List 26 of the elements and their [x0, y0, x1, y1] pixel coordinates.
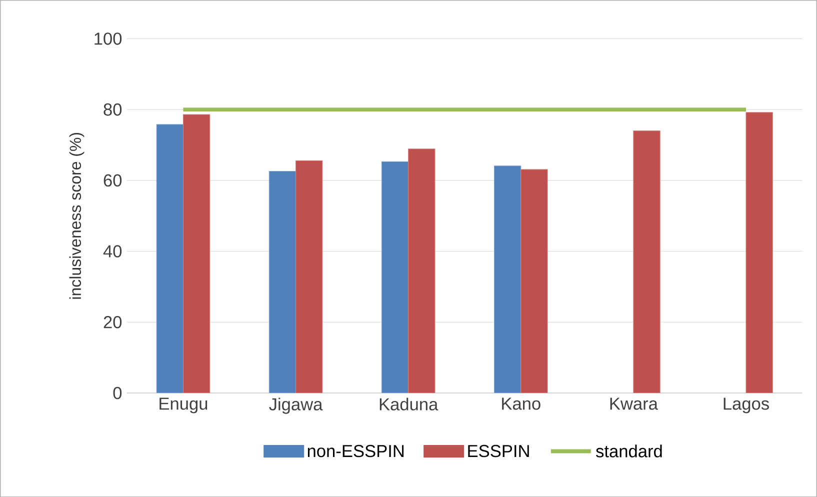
bar — [268, 170, 296, 393]
x-tick-label: Kano — [502, 398, 540, 410]
bar — [520, 169, 548, 393]
bar — [494, 165, 522, 393]
legend-label: standard — [596, 444, 662, 458]
y-tick-label: 100 — [94, 32, 122, 45]
bar — [182, 114, 210, 393]
x-tick-label: Kaduna — [380, 398, 438, 410]
y-tick-label: 80 — [104, 103, 122, 116]
bar — [296, 160, 323, 393]
x-tick-label: Jigawa — [269, 398, 323, 414]
x-tick-label: Kwara — [610, 398, 658, 410]
y-tick-label: 0 — [113, 386, 122, 399]
y-tick-label: 20 — [104, 316, 122, 328]
legend-label: non-ESSPIN — [308, 444, 404, 457]
x-tick-label: Lagos — [724, 398, 769, 414]
legend-label: ESSPIN — [468, 444, 529, 457]
x-tick-label: Enugu — [160, 398, 208, 414]
bar — [408, 148, 436, 393]
bar — [633, 130, 660, 393]
bar — [746, 112, 773, 393]
bar — [156, 124, 184, 393]
bar — [381, 161, 409, 393]
y-axis-title: inclusiveness score (%) — [69, 132, 84, 299]
y-tick-label: 40 — [103, 244, 122, 258]
y-tick-label: 60 — [104, 174, 122, 186]
